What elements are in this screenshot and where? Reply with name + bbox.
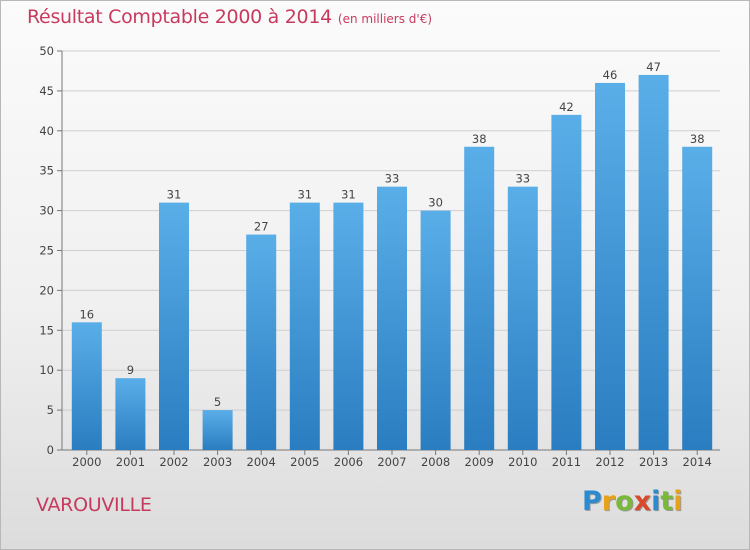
x-tick-label-2009: 2009 <box>465 455 494 469</box>
y-tick-label: 30 <box>39 204 54 218</box>
y-tick-label: 45 <box>39 84 54 98</box>
bar-2002 <box>159 202 189 450</box>
y-tick-label: 50 <box>39 44 54 58</box>
y-tick-label: 0 <box>47 443 54 457</box>
value-label-2001: 9 <box>127 363 134 377</box>
value-label-2008: 30 <box>428 196 443 210</box>
value-label-2007: 33 <box>385 172 400 186</box>
value-label-2010: 33 <box>515 172 530 186</box>
bar-2001 <box>115 378 146 450</box>
x-tick-label-2004: 2004 <box>247 455 276 469</box>
y-tick-label: 5 <box>47 403 54 417</box>
value-label-2014: 38 <box>690 132 705 146</box>
bar-2003 <box>202 410 233 450</box>
y-tick-label: 10 <box>39 363 54 377</box>
value-label-2009: 38 <box>472 132 487 146</box>
x-tick-label-2000: 2000 <box>72 455 101 469</box>
proxiti-logo: Proxiti <box>582 486 683 517</box>
x-tick-label-2010: 2010 <box>508 455 537 469</box>
y-tick-label: 40 <box>39 124 54 138</box>
y-tick-label: 20 <box>39 283 54 297</box>
value-label-2005: 31 <box>297 188 312 202</box>
bar-2005 <box>289 202 320 450</box>
title-row: Résultat Comptable 2000 à 2014 (en millie… <box>27 6 432 28</box>
y-tick-label: 15 <box>39 323 54 337</box>
x-tick-label-2013: 2013 <box>639 455 668 469</box>
value-label-2003: 5 <box>214 395 221 409</box>
y-tick-label: 25 <box>39 244 54 258</box>
place-name: VAROUVILLE <box>36 494 152 516</box>
bar-2006 <box>333 202 364 450</box>
value-label-2002: 31 <box>167 188 182 202</box>
bar-2012 <box>595 82 625 451</box>
x-tick-label-2014: 2014 <box>683 455 712 469</box>
x-tick-label-2003: 2003 <box>203 455 232 469</box>
value-label-2000: 16 <box>79 307 94 321</box>
value-label-2012: 46 <box>603 68 618 82</box>
x-tick-label-2012: 2012 <box>595 455 624 469</box>
x-tick-label-2007: 2007 <box>377 455 406 469</box>
bar-2013 <box>638 74 669 450</box>
bar-2010 <box>507 186 538 450</box>
x-tick-label-2011: 2011 <box>552 455 581 469</box>
x-tick-label-2001: 2001 <box>116 455 145 469</box>
x-tick-label-2002: 2002 <box>159 455 188 469</box>
value-label-2011: 42 <box>559 100 574 114</box>
bar-2011 <box>551 114 582 450</box>
bar-2008 <box>420 210 451 450</box>
bar-2004 <box>246 234 277 450</box>
bar-2007 <box>377 186 407 450</box>
x-tick-label-2005: 2005 <box>290 455 319 469</box>
value-label-2004: 27 <box>254 220 269 234</box>
chart-title: Résultat Comptable 2000 à 2014 <box>27 6 332 28</box>
bar-2014 <box>682 146 713 450</box>
bar-2009 <box>464 146 495 450</box>
y-tick-label: 35 <box>39 164 54 178</box>
value-label-2006: 31 <box>341 188 356 202</box>
chart-subtitle: (en milliers d'€) <box>337 12 433 26</box>
x-tick-label-2008: 2008 <box>421 455 450 469</box>
x-tick-label-2006: 2006 <box>334 455 363 469</box>
bar-2000 <box>71 322 102 450</box>
value-label-2013: 47 <box>646 60 661 74</box>
